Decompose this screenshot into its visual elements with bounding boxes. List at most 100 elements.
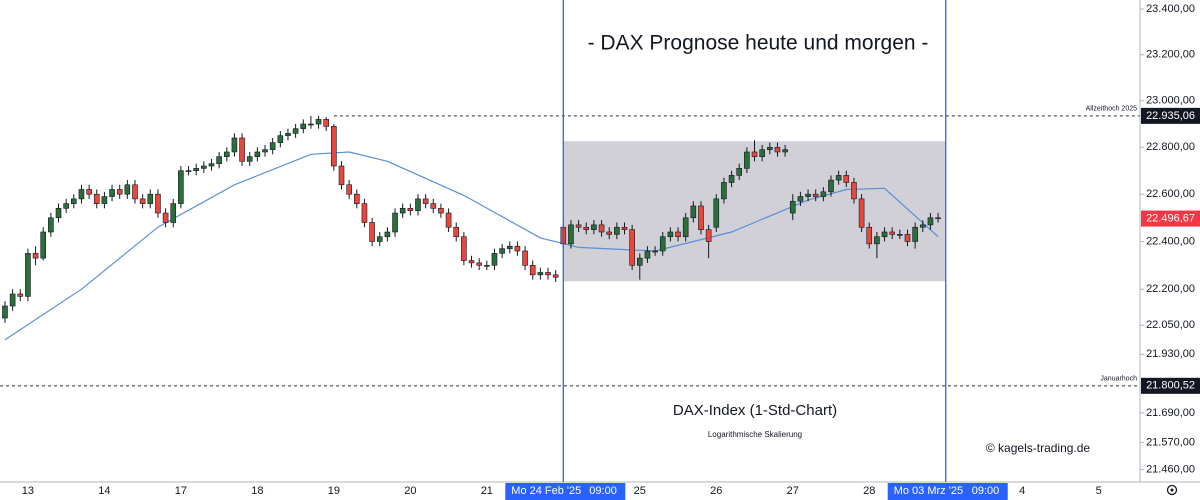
candle-body [491, 253, 498, 266]
settings-gear[interactable] [1166, 484, 1178, 496]
level-price-label: 21.800,52 [1146, 380, 1195, 392]
candle-body [759, 149, 765, 157]
candle-body [522, 250, 528, 266]
candle-body [828, 179, 834, 193]
candle-body [659, 236, 666, 252]
candle-body [338, 165, 345, 186]
candle-body [621, 226, 628, 230]
y-tick-label: 22.200,00 [1146, 283, 1195, 295]
candle-body [728, 175, 735, 183]
candle-body [675, 231, 681, 238]
candle-body [384, 231, 391, 238]
candle-body [399, 208, 406, 214]
candle-body [430, 203, 437, 209]
candle-body [124, 184, 131, 195]
candle-body [468, 260, 475, 264]
candle-body [392, 212, 398, 233]
candle-body [682, 217, 689, 238]
candle-body [147, 193, 154, 204]
marker-label-box [887, 483, 1008, 500]
candle-body [216, 156, 222, 164]
candle-body [208, 163, 215, 167]
candle-body [552, 274, 559, 278]
candle-body [132, 184, 138, 200]
marker-time: 09:00 [972, 485, 1000, 497]
candle-body [568, 224, 574, 245]
candle-body [629, 229, 635, 266]
candle-body [606, 231, 612, 235]
candle-body [239, 137, 245, 162]
candle-body [308, 123, 314, 126]
candle-body [361, 203, 368, 223]
candle-body [55, 208, 62, 219]
candle-body [644, 250, 651, 259]
candle-body [453, 226, 460, 238]
last-price-tag [1141, 210, 1200, 227]
candle-body [300, 123, 307, 129]
candle-body [461, 236, 467, 261]
candle-body [713, 198, 720, 228]
candle-body [545, 272, 551, 276]
y-tick-label: 21.570,00 [1146, 436, 1195, 448]
x-tick-label: 21 [481, 485, 493, 497]
y-tick-label: 23.200,00 [1146, 49, 1195, 61]
level-price-tag [1141, 107, 1200, 124]
candle-body [820, 191, 827, 197]
candle-body [690, 205, 697, 219]
x-tick-label: 25 [634, 485, 646, 497]
marks-layer [2, 115, 941, 341]
x-tick-label: 26 [710, 485, 722, 497]
candle-body [881, 231, 888, 238]
level-name: Januarhoch [1100, 376, 1137, 383]
candle-body [805, 193, 811, 197]
candle-body [71, 198, 77, 204]
candle-body [116, 189, 123, 195]
candle-body [353, 193, 360, 204]
candle-body [583, 226, 590, 230]
y-tick-label: 22.800,00 [1146, 141, 1195, 153]
candle-body [736, 168, 743, 176]
candle-body [246, 156, 253, 162]
last-price-label: 22.496,67 [1146, 212, 1195, 224]
candle-body [86, 189, 92, 195]
candle-body [652, 250, 658, 253]
candle-body [17, 293, 24, 297]
settings-gear-center[interactable] [1170, 488, 1174, 492]
candle-body [223, 151, 230, 157]
x-tick-label: 17 [175, 485, 187, 497]
candle-body [292, 128, 299, 134]
candle-body [721, 182, 727, 200]
candle-body [2, 305, 8, 319]
chart-title: - DAX Prognose heute und morgen - [588, 32, 929, 55]
x-tick-label: 14 [98, 485, 110, 497]
candle-body [866, 226, 873, 245]
y-tick-label: 21.690,00 [1146, 407, 1195, 419]
candle-body [919, 224, 926, 228]
y-tick-label: 23.400,00 [1146, 3, 1195, 15]
candle-body [499, 248, 505, 254]
candle-body [698, 205, 704, 230]
candle-body [514, 245, 521, 252]
candle-body [897, 234, 903, 236]
candle-body [269, 142, 276, 150]
candle-body [835, 175, 842, 181]
candle-body [185, 170, 192, 172]
candle-body [369, 222, 375, 242]
candle-body [9, 293, 16, 307]
x-tick-label: 5 [1096, 485, 1102, 497]
candle-body [178, 170, 184, 204]
candle-body [78, 189, 85, 200]
candle-body [40, 231, 47, 259]
candle-body [32, 253, 39, 259]
y-tick-label: 23.000,00 [1146, 95, 1195, 107]
candle-body [751, 151, 758, 157]
chart-subtitle: DAX-Index (1-Std-Chart) [673, 402, 837, 419]
candle-body [201, 165, 207, 169]
candle-body [438, 208, 444, 214]
marker-date: Mo 03 Mrz '25 [894, 485, 963, 497]
settings-icon[interactable] [1166, 484, 1178, 496]
candle-body [797, 196, 804, 202]
candle-body [407, 208, 414, 211]
